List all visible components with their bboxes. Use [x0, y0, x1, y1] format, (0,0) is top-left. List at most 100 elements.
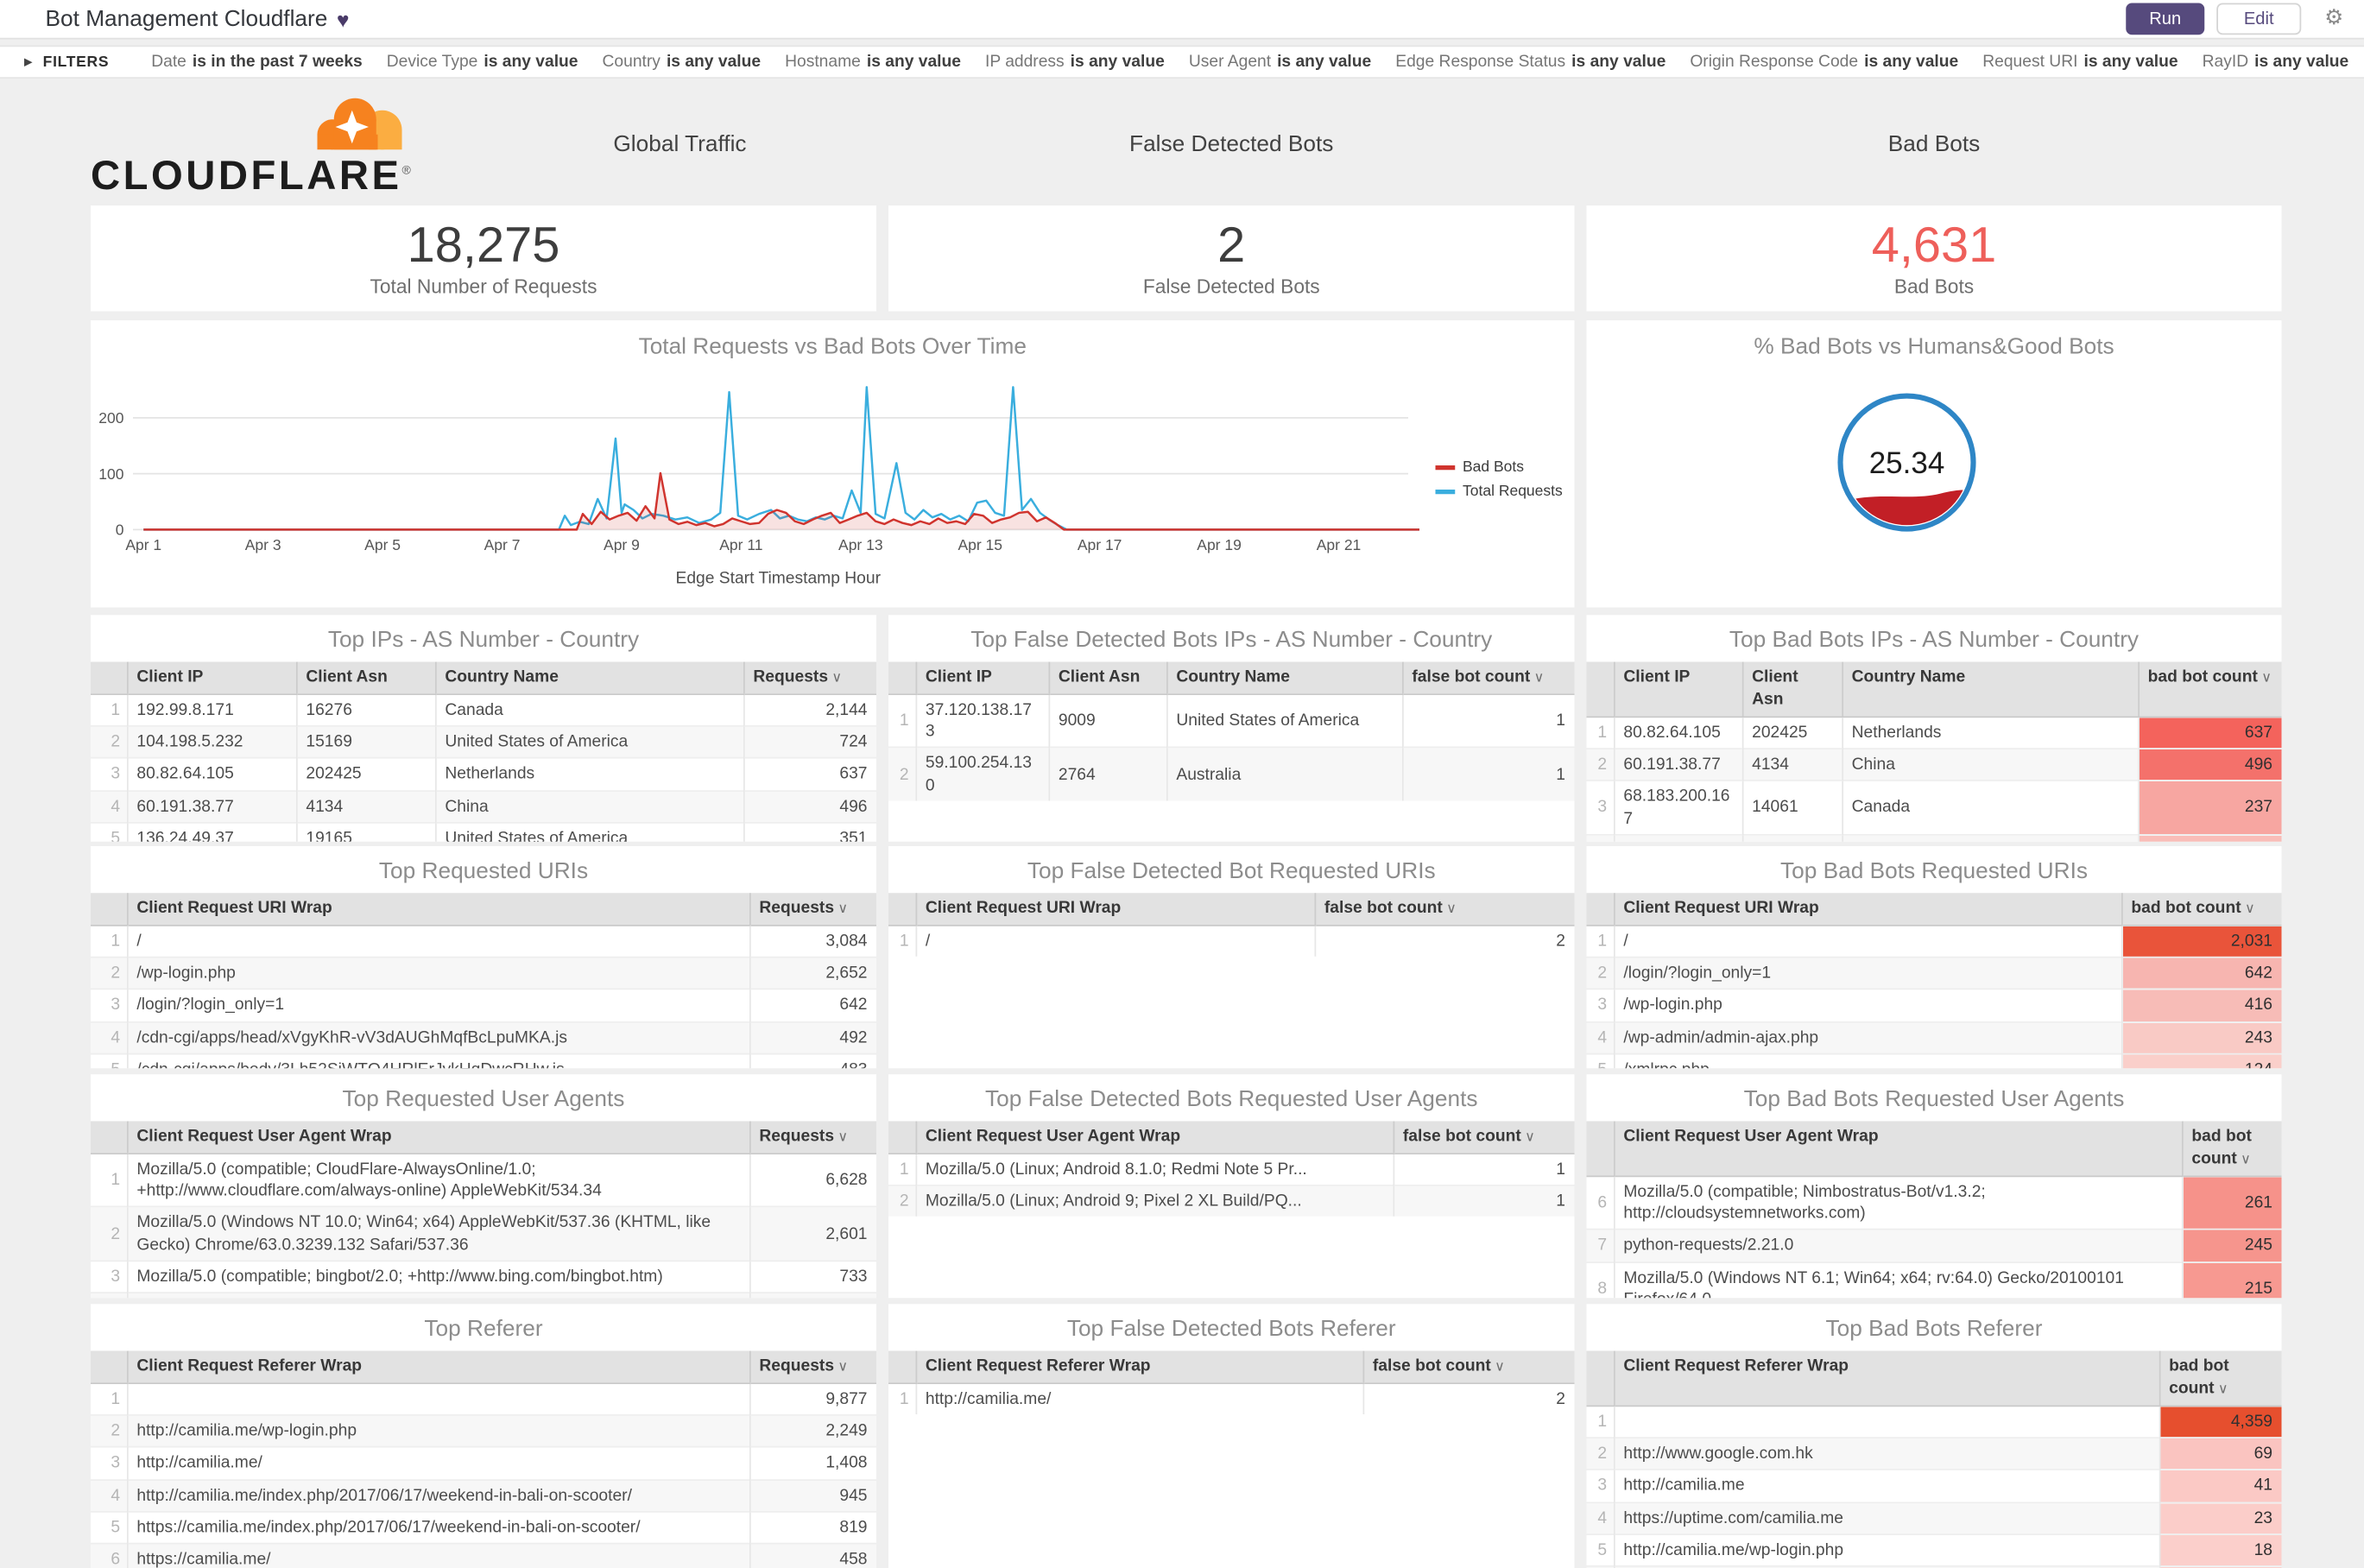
column-header[interactable]: Client IP	[1613, 661, 1742, 718]
bad-bots-gauge: 25.34	[1837, 393, 1976, 532]
column-header[interactable]: false bot count ∨	[1392, 1121, 1575, 1154]
table-title: Top Requested URIs	[378, 858, 589, 884]
sort-chevron-icon: ∨	[2236, 1151, 2251, 1167]
table-cell: /login/?login_only=1	[126, 989, 749, 1022]
table-row: 7 python-requests/2.21.0 245	[1586, 1229, 2282, 1262]
column-header[interactable]: Client Request User Agent Wrap	[914, 1121, 1394, 1154]
card-top-bad-bot-uris: Top Bad Bots Requested URIs Client Reque…	[1586, 846, 2282, 1069]
legend-item[interactable]: Total Requests	[1435, 484, 1563, 500]
filter-item[interactable]: Origin Response Code is any value	[1690, 53, 1959, 72]
row-number-header	[1586, 893, 1614, 926]
filter-item[interactable]: IP address is any value	[985, 53, 1165, 72]
run-button[interactable]: Run	[2126, 3, 2205, 35]
row-number-header	[1586, 661, 1614, 718]
column-header[interactable]: bad bot count ∨	[2121, 893, 2282, 926]
column-header[interactable]: Client Request URI Wrap	[914, 893, 1315, 926]
top-header-bar: Bot Management Cloudflare ♥ Run Edit ⚙	[0, 0, 2364, 40]
filter-item[interactable]: Device Type is any value	[386, 53, 578, 72]
column-header[interactable]: Requests ∨	[749, 893, 876, 926]
table-row: 1 http://camilia.me/2	[888, 1381, 1575, 1415]
table-row: 2 http://www.google.com.hk 69	[1586, 1437, 2282, 1470]
page-title: Bot Management Cloudflare	[45, 6, 328, 32]
row-number: 6	[1586, 1565, 1614, 1568]
table-row: 1 9,877	[91, 1381, 876, 1416]
table-cell: 19165	[295, 822, 435, 842]
column-header[interactable]: Client Asn	[295, 661, 435, 695]
table-cell: http://camilia.me/	[1613, 1565, 2159, 1568]
table-row: 1/2,031	[1586, 924, 2282, 958]
table-row: 1/3,084	[91, 924, 876, 958]
svg-text:Apr 13: Apr 13	[838, 536, 883, 553]
table-row: 5 136.24.49.37 19165 United States of Ameri…	[91, 822, 876, 842]
table-title: Top Requested User Agents	[342, 1086, 625, 1112]
column-header[interactable]: Country Name	[1166, 661, 1402, 695]
column-header[interactable]: Requests ∨	[743, 661, 876, 695]
card-top-bad-bot-referer: Top Bad Bots Referer Client Request Refe…	[1586, 1304, 2282, 1568]
table-cell: 819	[749, 1511, 876, 1545]
table-cell: 2764	[1047, 747, 1166, 801]
column-header[interactable]: Client Asn	[1741, 661, 1843, 718]
filters-toggle[interactable]: ▶ FILTERS	[24, 54, 109, 70]
gauge-card: % Bad Bots vs Humans&Good Bots 25.34	[1586, 320, 2282, 608]
column-header[interactable]: Client Request URI Wrap	[1613, 893, 2121, 926]
svg-text:Apr 1: Apr 1	[125, 536, 161, 553]
table-cell: Canada	[434, 692, 743, 727]
card-top-false-bot-uris: Top False Detected Bot Requested URIs Cl…	[888, 846, 1575, 1069]
table-cell: 9009	[1047, 692, 1166, 749]
column-header[interactable]: Client Request URI Wrap	[126, 893, 749, 926]
column-header[interactable]: false bot count ∨	[1362, 1350, 1575, 1384]
filter-item[interactable]: User Agent is any value	[1188, 53, 1372, 72]
column-header[interactable]: Country Name	[1841, 661, 2139, 718]
row-number-header	[91, 1121, 127, 1154]
column-header[interactable]: Client Request User Agent Wrap	[126, 1121, 749, 1154]
table-cell: 483	[749, 1053, 876, 1069]
column-header[interactable]: Client Request Referer Wrap	[126, 1350, 749, 1384]
row-number: 2	[91, 956, 127, 990]
column-header[interactable]: false bot count ∨	[1401, 661, 1575, 695]
filter-item[interactable]: Date is in the past 7 weeks	[151, 53, 363, 72]
card-top-false-bot-ips: Top False Detected Bots IPs - AS Number …	[888, 615, 1575, 842]
table-title: Top False Detected Bots Referer	[1066, 1316, 1396, 1342]
table-cell: 23650	[1741, 833, 1843, 842]
table-row: 1 Mozilla/5.0 (Linux; Android 8.1.0; Redm…	[888, 1152, 1575, 1186]
filter-item[interactable]: Hostname is any value	[785, 53, 961, 72]
column-header[interactable]: Client Asn	[1047, 661, 1166, 695]
table-row: 4 60.191.38.77 4134 China 496	[91, 789, 876, 823]
edit-button[interactable]: Edit	[2216, 3, 2302, 35]
column-header[interactable]: bad bot count ∨	[2137, 661, 2282, 718]
filter-item[interactable]: RayID is any value	[2202, 53, 2349, 72]
filter-item[interactable]: Request URI is any value	[1982, 53, 2178, 72]
column-header[interactable]: Client Request User Agent Wrap	[1613, 1121, 2182, 1177]
column-header[interactable]: Client IP	[914, 661, 1049, 695]
table-cell: Mozilla/5.0 (Windows NT 10.0; Win64; x64…	[126, 1206, 749, 1261]
column-header[interactable]: bad bot count ∨	[2158, 1350, 2282, 1407]
column-header[interactable]: Client Request Referer Wrap	[1613, 1350, 2159, 1407]
table-title: Top False Detected Bot Requested URIs	[1027, 858, 1436, 884]
row-number: 4	[91, 1478, 127, 1512]
column-header[interactable]: false bot count ∨	[1313, 893, 1575, 926]
legend-item[interactable]: Bad Bots	[1435, 459, 1563, 476]
column-header[interactable]: Requests ∨	[749, 1121, 876, 1154]
kpi-label: False Detected Bots	[1142, 275, 1320, 299]
filter-item[interactable]: Country is any value	[602, 53, 762, 72]
table-cell: 4134	[1741, 748, 1843, 781]
table-cell: /login/?login_only=1	[1613, 956, 2121, 990]
column-header[interactable]: Requests ∨	[749, 1350, 876, 1384]
gear-icon[interactable]: ⚙	[2324, 4, 2344, 29]
kpi-label: Bad Bots	[1893, 275, 1975, 299]
column-header[interactable]: Country Name	[434, 661, 743, 695]
table-row: 6 https://camilia.me/458	[91, 1543, 876, 1568]
cloudflare-logo: CLOUDFLARE®	[91, 85, 484, 203]
filter-item[interactable]: Edge Response Status is any value	[1395, 53, 1666, 72]
table-row: 2 59.100.254.130 2764 Australia 1	[888, 747, 1575, 801]
column-header[interactable]: Client IP	[126, 661, 296, 695]
table-row: 3/wp-login.php 416	[1586, 989, 2282, 1022]
table-cell: 60.191.38.77	[1613, 748, 1742, 781]
row-number: 3	[91, 1260, 127, 1293]
column-header[interactable]: Client Request Referer Wrap	[914, 1350, 1363, 1384]
table-cell: China	[1841, 833, 2139, 842]
column-header[interactable]: bad bot count ∨	[2181, 1121, 2282, 1177]
row-number-header	[888, 893, 916, 926]
table-top-uris: Client Request URI Wrap Requests ∨ 1/3,084…	[91, 893, 876, 1069]
row-number: 1	[91, 692, 127, 727]
